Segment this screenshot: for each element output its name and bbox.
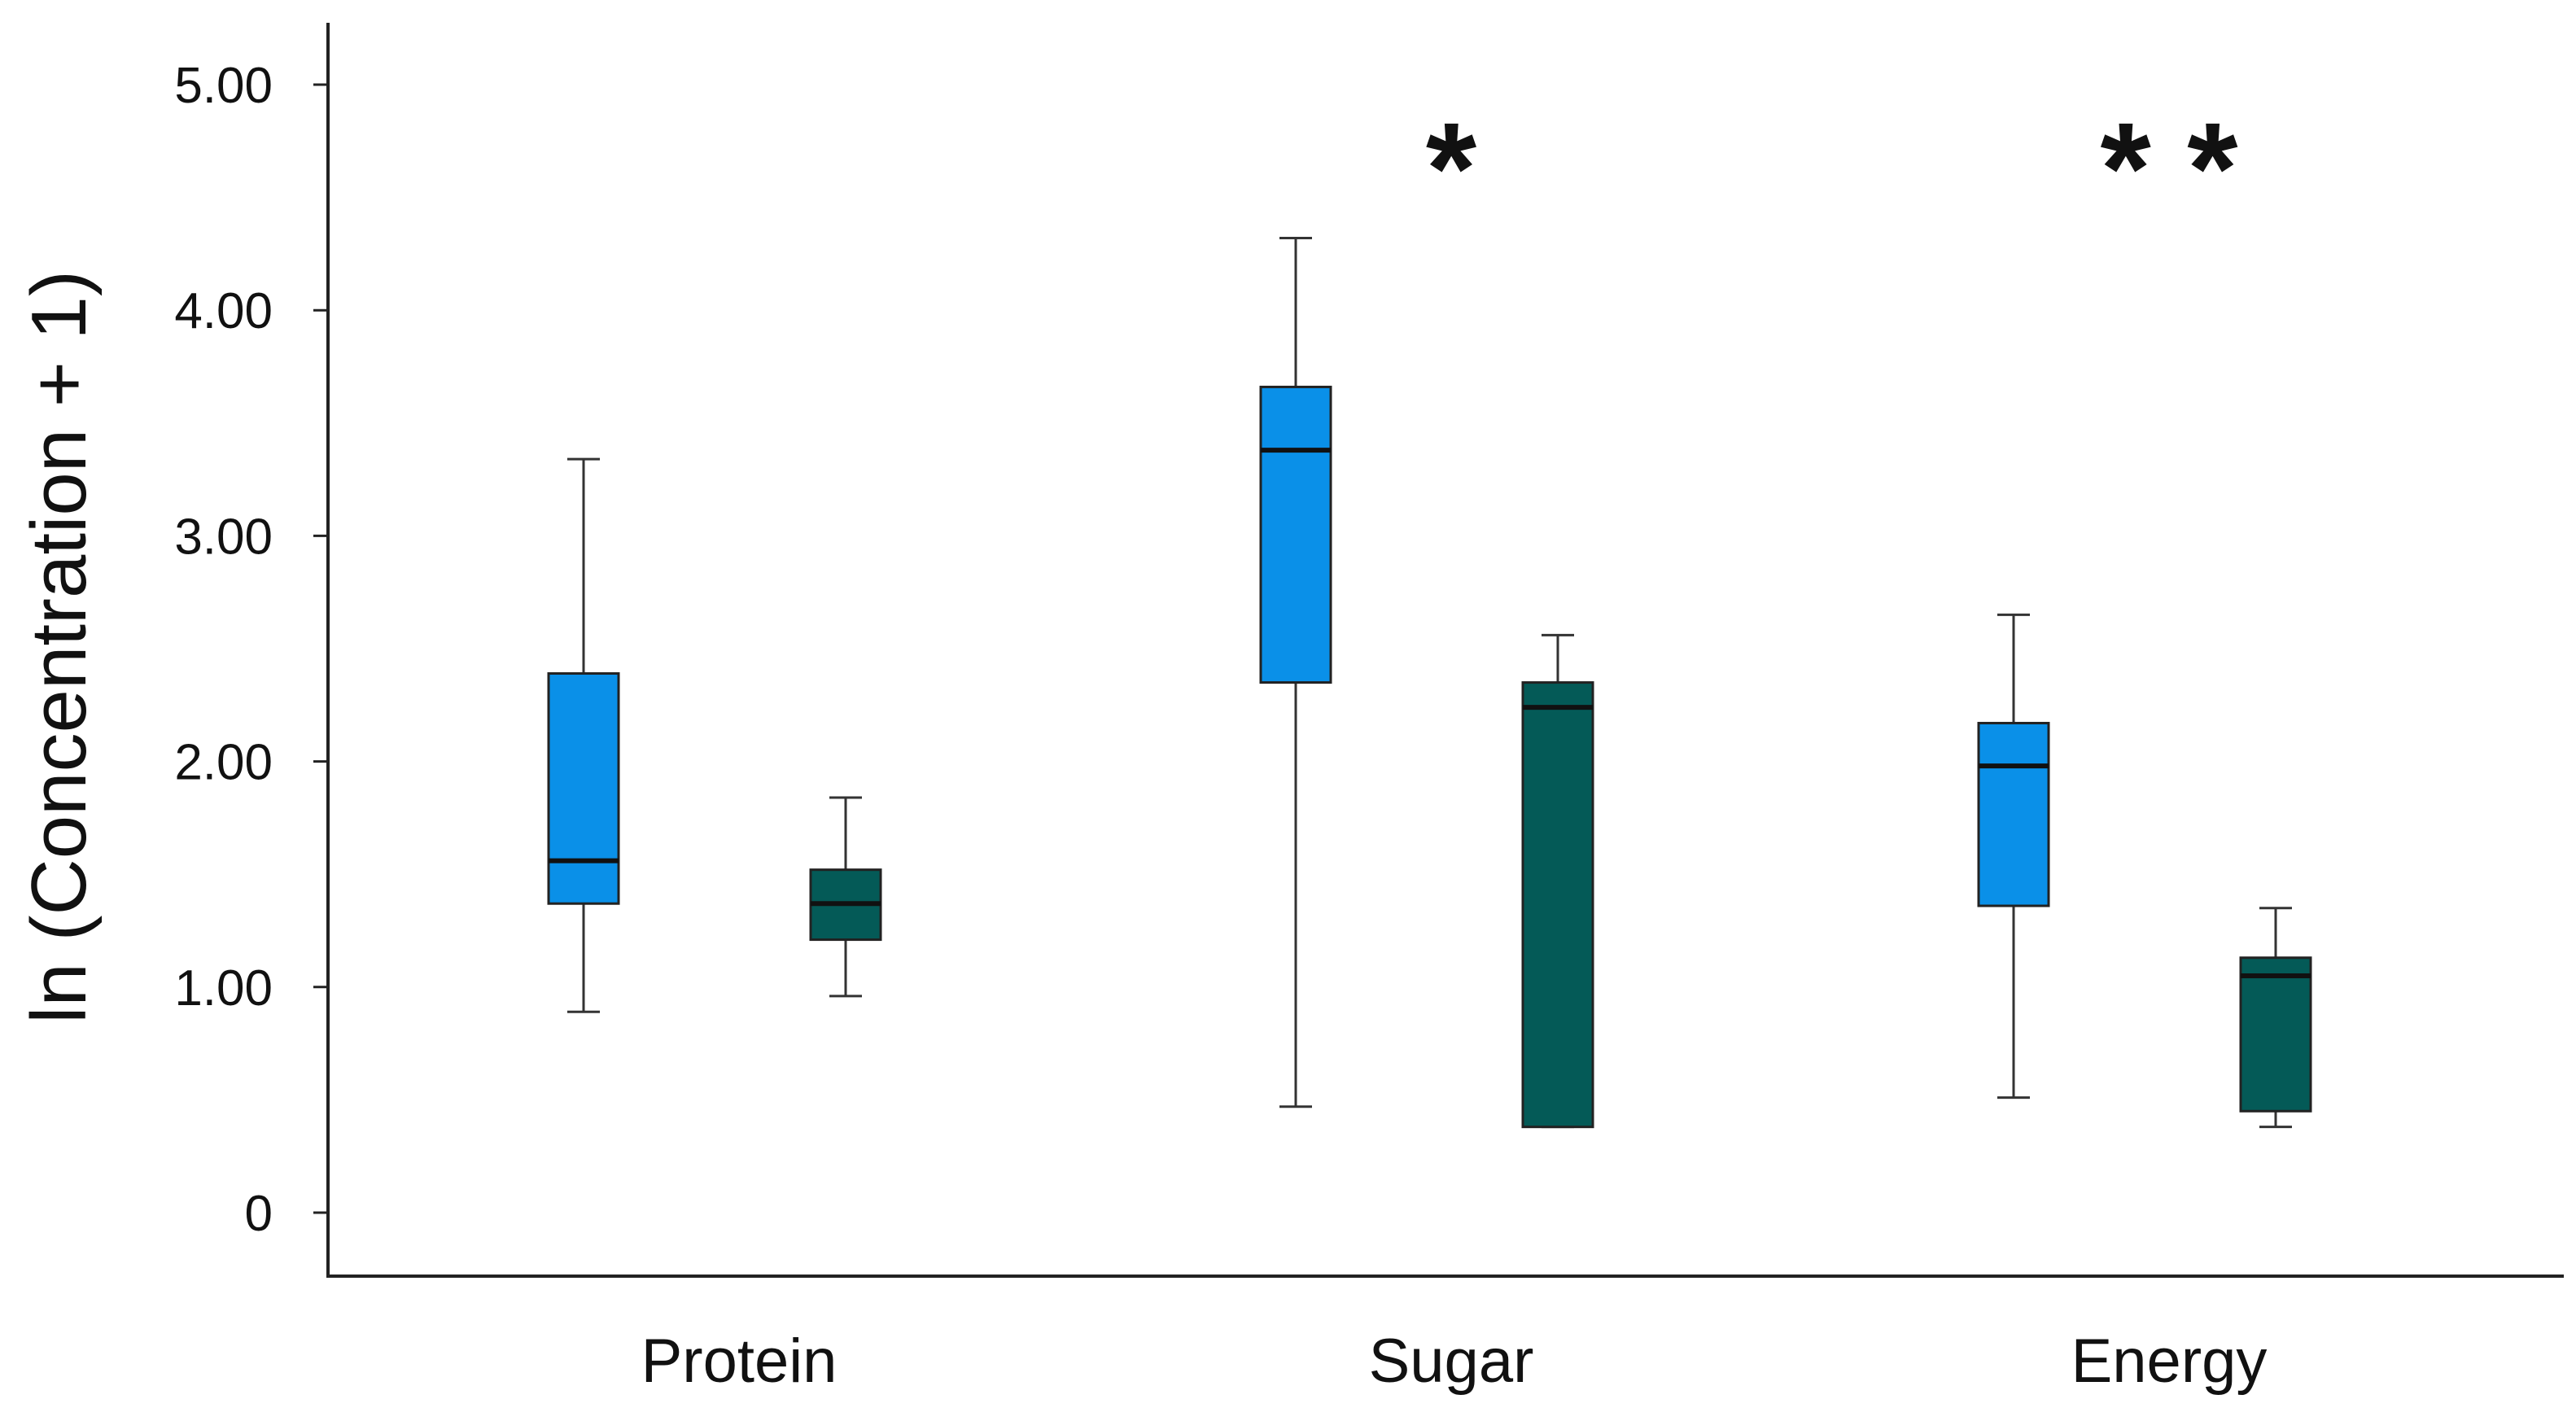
y-axis-ticks: 0 1.00 2.00 3.00 4.00 5.00 [174, 58, 328, 1242]
box-protein-1 [547, 457, 620, 1013]
category-label-energy: Energy [2071, 1327, 2268, 1396]
box-sugar-1 [1259, 236, 1332, 1108]
axes [326, 23, 2564, 1278]
box-energy-2 [2239, 907, 2312, 1129]
box-series [547, 236, 2312, 1129]
y-tick-label: 5.00 [174, 58, 273, 114]
y-tick-label: 4.00 [174, 283, 273, 339]
x-axis-categories: Protein Sugar Energy [641, 1327, 2268, 1396]
significance-annotations: * * * [1426, 95, 2238, 241]
y-tick-label: 2.00 [174, 735, 273, 791]
box-protein-2 [809, 796, 882, 998]
y-tick-label: 0 [245, 1186, 273, 1242]
iqr-box [1259, 385, 1332, 684]
category-label-sugar: Sugar [1369, 1327, 1534, 1396]
iqr-box [547, 671, 620, 905]
box-energy-1 [1977, 613, 2050, 1100]
category-label-protein: Protein [641, 1327, 838, 1396]
y-tick-label: 1.00 [174, 960, 273, 1017]
significance-marker: * * [2101, 95, 2239, 241]
iqr-box [2239, 956, 2312, 1113]
y-tick-label: 3.00 [174, 509, 273, 565]
iqr-box [1977, 721, 2050, 907]
iqr-box [1521, 681, 1594, 1129]
box-sugar-2 [1521, 633, 1594, 1129]
significance-marker: * [1426, 95, 1477, 241]
y-axis-label: ln (Concentration + 1) [15, 270, 103, 1024]
